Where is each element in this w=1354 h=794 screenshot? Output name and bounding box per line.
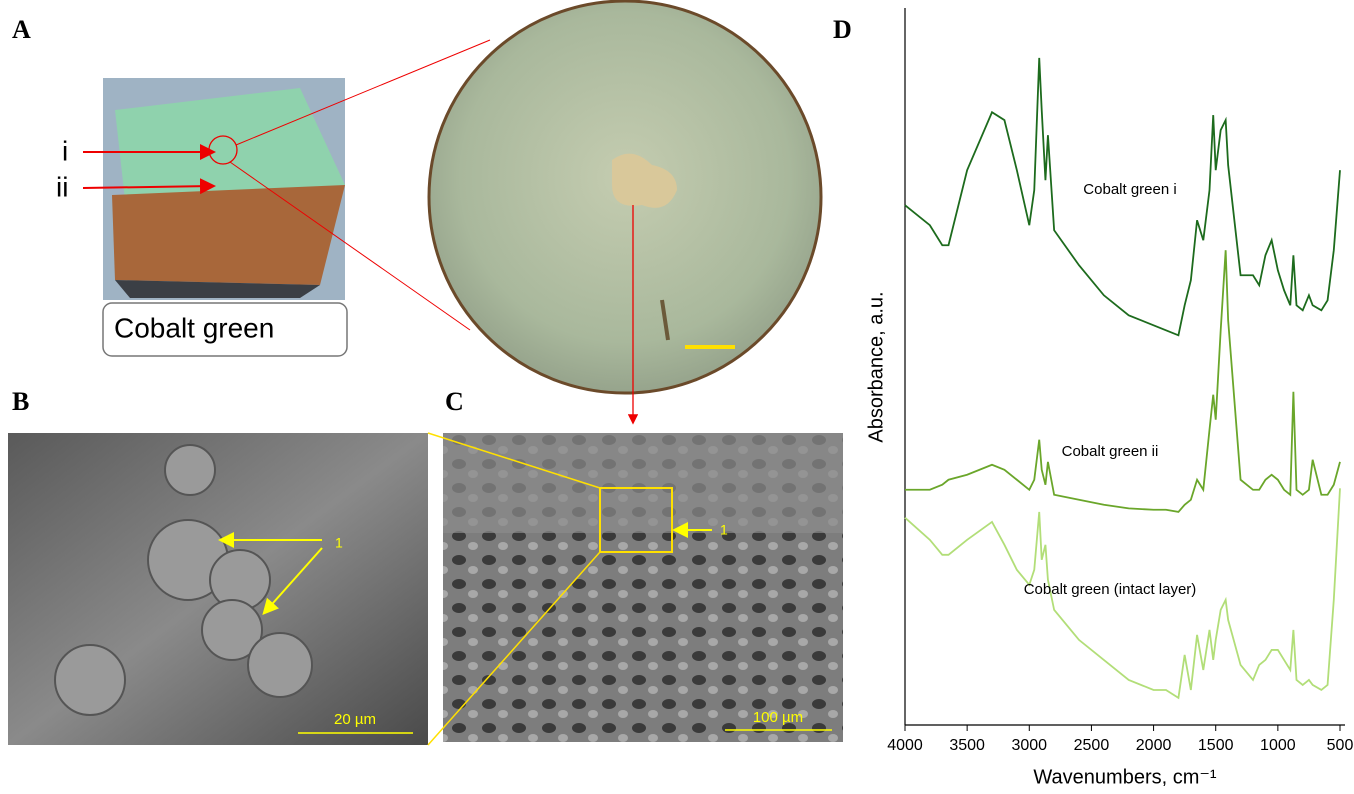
- block-side: [112, 185, 345, 285]
- panel-label: C: [445, 387, 464, 416]
- panel-label: B: [12, 387, 29, 416]
- x-tick-label: 1500: [1198, 737, 1234, 754]
- marker-label: 1: [720, 522, 728, 538]
- series-label: Cobalt green ii: [1062, 443, 1159, 460]
- panel-label: A: [12, 15, 31, 44]
- x-tick-label: 3000: [1011, 737, 1047, 754]
- pointer-label: i: [62, 135, 68, 166]
- x-tick-label: 4000: [887, 737, 923, 754]
- caption: Cobalt green: [114, 312, 274, 343]
- y-axis-title: Absorbance, a.u.: [865, 291, 887, 442]
- scale-label: 100 µm: [753, 709, 803, 726]
- pointer-label: ii: [56, 171, 68, 202]
- series-label: Cobalt green (intact layer): [1024, 581, 1197, 598]
- x-tick-label: 3500: [949, 737, 985, 754]
- x-tick-label: 500: [1327, 737, 1354, 754]
- x-tick-label: 2500: [1074, 737, 1110, 754]
- x-tick-label: 2000: [1136, 737, 1172, 754]
- series-label: Cobalt green i: [1083, 181, 1176, 198]
- scale-label: 20 µm: [334, 711, 376, 728]
- sem-shade: [443, 433, 843, 533]
- panel-label: D: [833, 15, 852, 44]
- figure: A i ii Cobalt green B 1 20 µm C 1 100 µm…: [0, 0, 1354, 794]
- x-tick-label: 1000: [1260, 737, 1296, 754]
- marker-label: 1: [335, 535, 343, 551]
- x-axis-title: Wavenumbers, cm⁻¹: [1033, 766, 1217, 788]
- spectrum-line: [905, 250, 1340, 512]
